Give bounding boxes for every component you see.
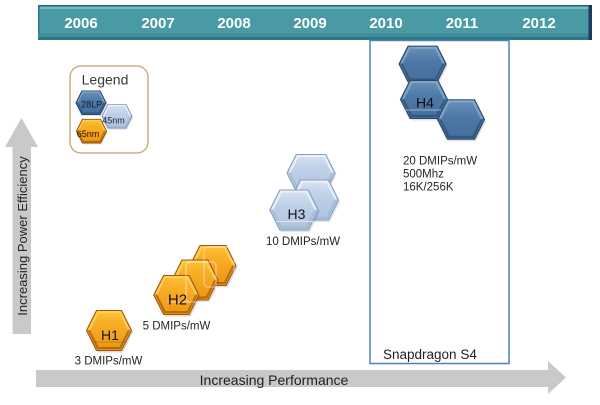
svg-text:16K/256K: 16K/256K	[403, 182, 454, 194]
svg-text:H1: H1	[101, 327, 119, 343]
svg-text:2006: 2006	[64, 15, 97, 32]
svg-text:2012: 2012	[522, 15, 555, 32]
svg-text:Snapdragon S4: Snapdragon S4	[383, 347, 477, 362]
svg-text:Legend: Legend	[82, 72, 129, 88]
svg-text:20 DMIPs/mW: 20 DMIPs/mW	[403, 156, 477, 168]
svg-text:65nm: 65nm	[77, 129, 100, 139]
svg-text:2009: 2009	[293, 15, 326, 32]
svg-text:H2: H2	[168, 292, 187, 309]
svg-text:10 DMIPs/mW: 10 DMIPs/mW	[266, 236, 340, 248]
svg-text:2011: 2011	[446, 15, 479, 32]
svg-text:5 DMIPs/mW: 5 DMIPs/mW	[143, 321, 211, 333]
svg-text:Increasing Performance: Increasing Performance	[200, 372, 349, 388]
svg-text:2010: 2010	[369, 15, 402, 32]
svg-text:2008: 2008	[217, 15, 250, 32]
svg-text:H3: H3	[288, 206, 306, 222]
svg-text:Increasing Power Efficiency: Increasing Power Efficiency	[15, 156, 30, 316]
svg-text:2007: 2007	[141, 15, 174, 32]
svg-text:45nm: 45nm	[102, 116, 125, 126]
svg-text:500Mhz: 500Mhz	[403, 169, 444, 181]
svg-text:28LP: 28LP	[81, 100, 102, 110]
svg-text:3 DMIPs/mW: 3 DMIPs/mW	[75, 356, 143, 368]
svg-text:H4: H4	[416, 95, 434, 111]
